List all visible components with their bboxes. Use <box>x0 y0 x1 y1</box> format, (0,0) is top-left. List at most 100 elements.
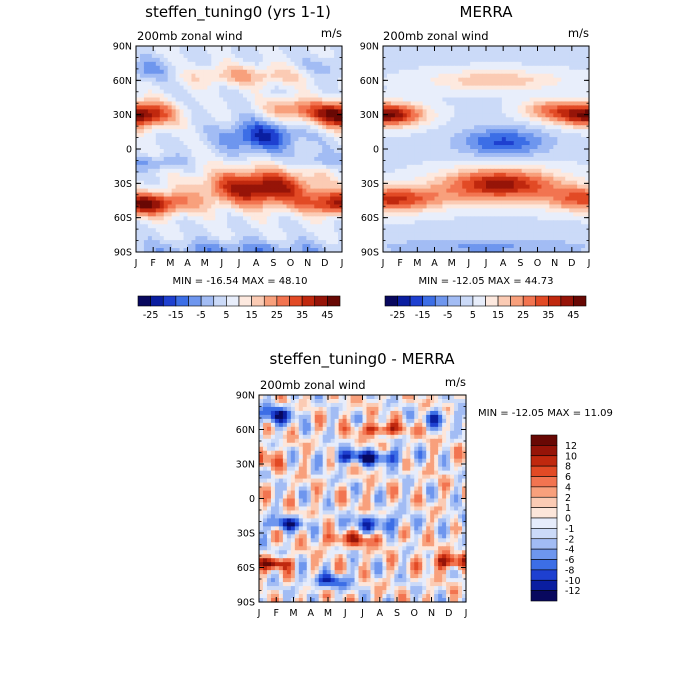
contour-cell <box>450 208 455 213</box>
contour-cell <box>282 228 288 233</box>
contour-cell <box>282 232 288 237</box>
contour-cell <box>266 196 272 202</box>
contour-cell <box>298 137 303 142</box>
contour-cell <box>294 196 300 202</box>
contour-cell <box>274 224 280 229</box>
contour-cell <box>211 149 216 154</box>
contour-cell <box>266 69 272 75</box>
contour-cell <box>505 125 511 130</box>
contour-cell <box>175 168 181 174</box>
contour-cell <box>418 156 424 162</box>
contour-cell <box>406 46 412 51</box>
contour-cell <box>179 125 185 130</box>
contour-cell <box>478 141 483 146</box>
contour-cell <box>211 85 216 91</box>
contour-cell <box>410 176 416 182</box>
contour-cell <box>561 81 566 87</box>
contour-cell <box>223 117 228 122</box>
contour-cell <box>318 248 323 253</box>
contour-cell <box>246 248 252 253</box>
contour-cell <box>541 176 547 182</box>
contour-cell <box>529 180 535 186</box>
contour-cell <box>517 137 523 142</box>
contour-cell <box>458 61 463 67</box>
contour-cell <box>470 49 475 55</box>
contour-cell <box>326 101 331 107</box>
contour-cell <box>274 188 280 194</box>
contour-cell <box>434 156 440 162</box>
contour-cell <box>402 73 408 79</box>
contour-cell <box>338 121 343 126</box>
contour-cell <box>533 133 539 138</box>
contour-cell <box>577 121 582 126</box>
contour-cell <box>529 137 535 142</box>
contour-cell <box>434 105 440 110</box>
contour-cell <box>246 125 252 130</box>
contour-cell <box>497 160 503 166</box>
contour-cell <box>151 69 157 75</box>
contour-cell <box>187 141 193 146</box>
contour-cell <box>294 93 300 99</box>
contour-cell <box>298 53 303 59</box>
contour-cell <box>306 149 311 154</box>
contour-cell <box>199 196 204 202</box>
contour-cell <box>517 61 523 67</box>
contour-cell <box>147 224 153 229</box>
contour-cell <box>577 176 582 182</box>
contour-cell <box>147 125 153 130</box>
contour-cell <box>262 85 268 91</box>
contour-cell <box>394 97 400 103</box>
contour-cell <box>179 168 185 174</box>
contour-cell <box>155 93 161 99</box>
contour-cell <box>545 133 550 138</box>
contour-cell <box>322 216 327 221</box>
contour-cell <box>565 149 570 154</box>
contour-cell <box>529 196 535 202</box>
contour-cell <box>143 192 149 198</box>
contour-cell <box>171 232 177 237</box>
contour-cell <box>466 208 471 213</box>
contour-cell <box>199 200 204 206</box>
contour-cell <box>286 232 292 237</box>
contour-cell <box>489 97 495 103</box>
contour-cell <box>553 164 558 170</box>
contour-cell <box>270 125 276 130</box>
contour-cell <box>446 184 451 190</box>
contour-cell <box>143 184 149 190</box>
contour-cell <box>326 49 331 55</box>
contour-cell <box>569 125 574 130</box>
contour-cell <box>235 228 240 233</box>
contour-cell <box>318 184 323 190</box>
x-tick-label: J <box>237 258 241 269</box>
contour-cell <box>242 61 248 67</box>
contour-cell <box>143 69 149 75</box>
contour-cell <box>525 196 531 202</box>
contour-cell <box>254 160 260 166</box>
contour-cell <box>438 125 444 130</box>
contour-cell <box>314 224 319 229</box>
contour-cell <box>282 204 288 210</box>
contour-cell <box>235 240 240 245</box>
contour-cell <box>497 129 503 134</box>
contour-cell <box>450 168 455 174</box>
contour-cell <box>553 129 558 134</box>
contour-cell <box>454 69 459 75</box>
contour-cell <box>298 133 303 138</box>
contour-cell <box>143 196 149 202</box>
contour-cell <box>553 176 558 182</box>
contour-cell <box>262 101 268 107</box>
contour-cell <box>326 149 331 154</box>
contour-cell <box>541 160 547 166</box>
contour-cell <box>458 105 463 110</box>
contour-cell <box>462 65 467 71</box>
contour-cell <box>474 196 479 202</box>
contour-cell <box>167 61 173 67</box>
contour-cell <box>322 109 327 114</box>
contour-cell <box>426 200 432 206</box>
contour-cell <box>215 236 220 241</box>
contour-cell <box>207 224 212 229</box>
contour-cell <box>509 113 515 118</box>
contour-cell <box>136 156 141 162</box>
contour-cell <box>139 164 145 170</box>
contour-cell <box>482 145 487 150</box>
